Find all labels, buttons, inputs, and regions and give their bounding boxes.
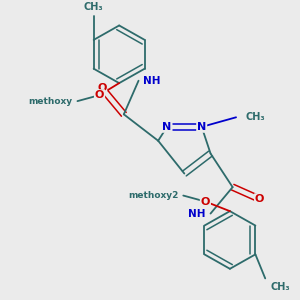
Text: O: O <box>97 83 106 93</box>
Text: O: O <box>95 90 104 100</box>
Text: N: N <box>197 122 206 132</box>
Text: CH₃: CH₃ <box>246 112 266 122</box>
Text: methoxy2: methoxy2 <box>128 191 178 200</box>
Text: N: N <box>162 122 172 132</box>
Text: CH₃: CH₃ <box>270 282 290 292</box>
Text: CH₃: CH₃ <box>84 2 104 13</box>
Text: NH: NH <box>143 76 161 86</box>
Text: O: O <box>255 194 264 204</box>
Text: NH: NH <box>188 208 206 219</box>
Text: O: O <box>201 196 210 207</box>
Text: methoxy: methoxy <box>28 97 73 106</box>
